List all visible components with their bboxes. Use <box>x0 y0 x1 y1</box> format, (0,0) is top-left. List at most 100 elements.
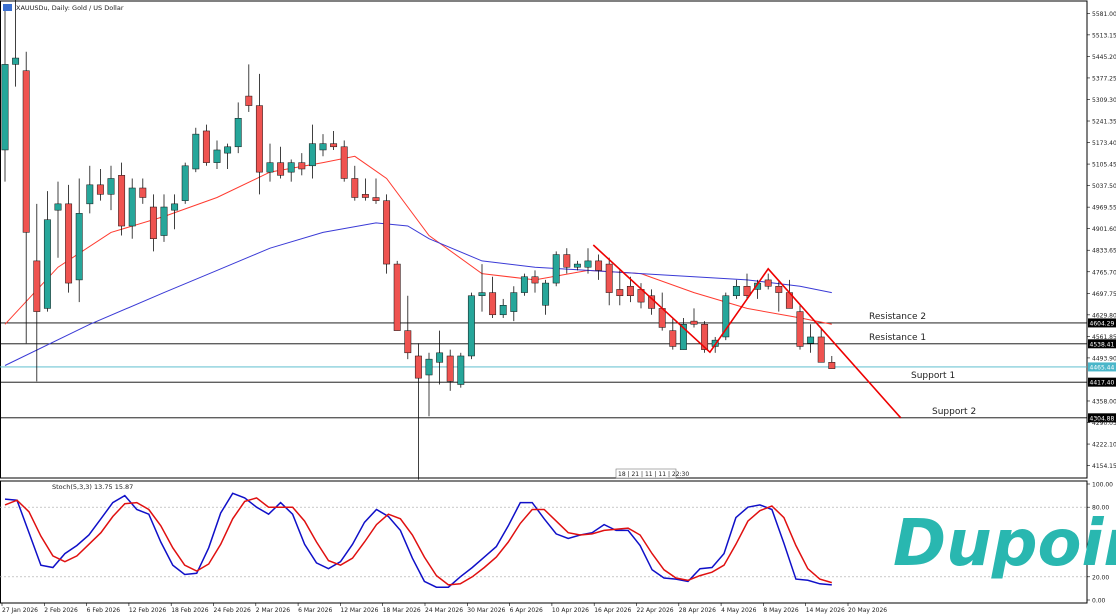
candle-body <box>531 276 539 284</box>
price-tick-label: 5105.45 <box>1092 162 1116 169</box>
price-tick-label: 4969.55 <box>1092 205 1116 212</box>
time-tick-label: 30 Mar 2026 <box>467 607 505 614</box>
candle <box>192 127 200 173</box>
candle-body <box>573 263 581 268</box>
candle-body <box>796 311 804 347</box>
candle <box>202 124 210 166</box>
candle-body <box>1 64 9 151</box>
candle-body <box>584 260 592 268</box>
candle <box>499 298 507 318</box>
candle-body <box>171 203 179 211</box>
candle-body <box>520 276 528 293</box>
candle-body <box>330 143 338 148</box>
candle-body <box>616 289 624 297</box>
price-tick-label: 5037.50 <box>1092 183 1116 190</box>
candle <box>171 194 179 230</box>
candle-body <box>351 178 359 198</box>
candle <box>595 254 603 280</box>
time-tick-label: 14 May 2026 <box>806 607 845 614</box>
price-tick-label: 4154.15 <box>1092 463 1116 470</box>
candle <box>828 355 836 369</box>
level-label: Support 2 <box>932 407 976 417</box>
candle-body <box>817 336 825 363</box>
candle-body <box>489 292 497 316</box>
trend-line[interactable] <box>592 244 902 419</box>
stoch-plot-border <box>0 480 1088 604</box>
candle-body <box>266 162 274 173</box>
candle <box>764 273 772 290</box>
candle-body <box>75 213 83 281</box>
candle-body <box>308 143 316 167</box>
candle-body <box>404 330 412 354</box>
level-price-tag <box>1088 413 1116 423</box>
price-tick-label: 5241.35 <box>1092 119 1116 126</box>
candle <box>436 330 444 385</box>
stoch-title: Stoch(5,3,3) 13.75 15.87 <box>52 483 133 491</box>
candle <box>12 0 20 87</box>
price-tick-label: 5513.15 <box>1092 32 1116 39</box>
level-lines: 4604.29 Resistance 2 4538.41 Resistance 1 44… <box>0 312 1116 423</box>
stochastic-oscillator: 100.00 80.00 20.00 0.00 <box>0 482 1113 605</box>
candle <box>43 191 51 312</box>
candle <box>817 327 825 363</box>
time-tick-label: 6 Feb 2026 <box>87 607 121 614</box>
candle <box>542 279 550 315</box>
candle <box>245 64 253 112</box>
stoch-plot-frame <box>0 480 1088 604</box>
candle-body <box>467 295 475 357</box>
candle <box>669 317 677 350</box>
main-plot-border <box>0 0 1088 479</box>
price-tick-label: 5581.00 <box>1092 11 1116 18</box>
candle <box>213 140 221 169</box>
candle <box>149 194 157 252</box>
stoch-line <box>4 492 832 588</box>
candle-body <box>96 184 104 195</box>
candle-body <box>679 324 687 350</box>
candle-body <box>436 352 444 363</box>
candle <box>552 251 560 287</box>
candle <box>510 286 518 322</box>
candle-body <box>245 95 253 106</box>
time-tick-label: 6 Mar 2026 <box>298 607 332 614</box>
time-tick-label: 24 Feb 2026 <box>214 607 252 614</box>
time-tick-label: 6 Apr 2026 <box>510 607 543 614</box>
candle-body <box>43 219 51 309</box>
price-tick-label: 4833.65 <box>1092 248 1116 255</box>
price-tick-label: 4358.00 <box>1092 398 1116 405</box>
time-tick-label: 12 Feb 2026 <box>129 607 167 614</box>
candle-body <box>54 203 62 211</box>
candle <box>722 292 730 341</box>
price-tick-label: 4765.70 <box>1092 269 1116 276</box>
time-tick-label: 28 Apr 2026 <box>679 607 716 614</box>
candle-body <box>743 285 751 297</box>
candle-body <box>732 285 740 297</box>
candle-body <box>202 130 210 163</box>
trend-lines[interactable] <box>592 244 902 419</box>
candle-body <box>340 146 348 179</box>
level-price-tag <box>1088 362 1116 372</box>
candle-body <box>690 320 698 325</box>
candle-body <box>224 146 232 154</box>
time-tick-label: 27 Jan 2026 <box>2 607 38 614</box>
candle <box>807 324 815 353</box>
candle-body <box>669 330 677 347</box>
candle <box>139 178 147 204</box>
window-icon <box>3 4 12 11</box>
candle <box>457 352 465 388</box>
candle <box>308 124 316 179</box>
candle-body <box>22 70 30 233</box>
candle <box>563 248 571 274</box>
candle-body <box>425 358 433 376</box>
candle <box>775 279 783 312</box>
time-tick-label: 12 Mar 2026 <box>340 607 378 614</box>
candle-body <box>298 162 306 170</box>
price-tick-label: 4901.60 <box>1092 226 1116 233</box>
candle <box>446 349 454 391</box>
candle <box>319 134 327 157</box>
price-tick-label: 5309.30 <box>1092 97 1116 104</box>
time-axis: 27 Jan 2026 2 Feb 2026 6 Feb 2026 12 Feb 20… <box>1 603 887 614</box>
candle <box>404 295 412 360</box>
candle <box>224 143 232 169</box>
candle <box>531 270 539 293</box>
candle-body <box>33 260 41 312</box>
